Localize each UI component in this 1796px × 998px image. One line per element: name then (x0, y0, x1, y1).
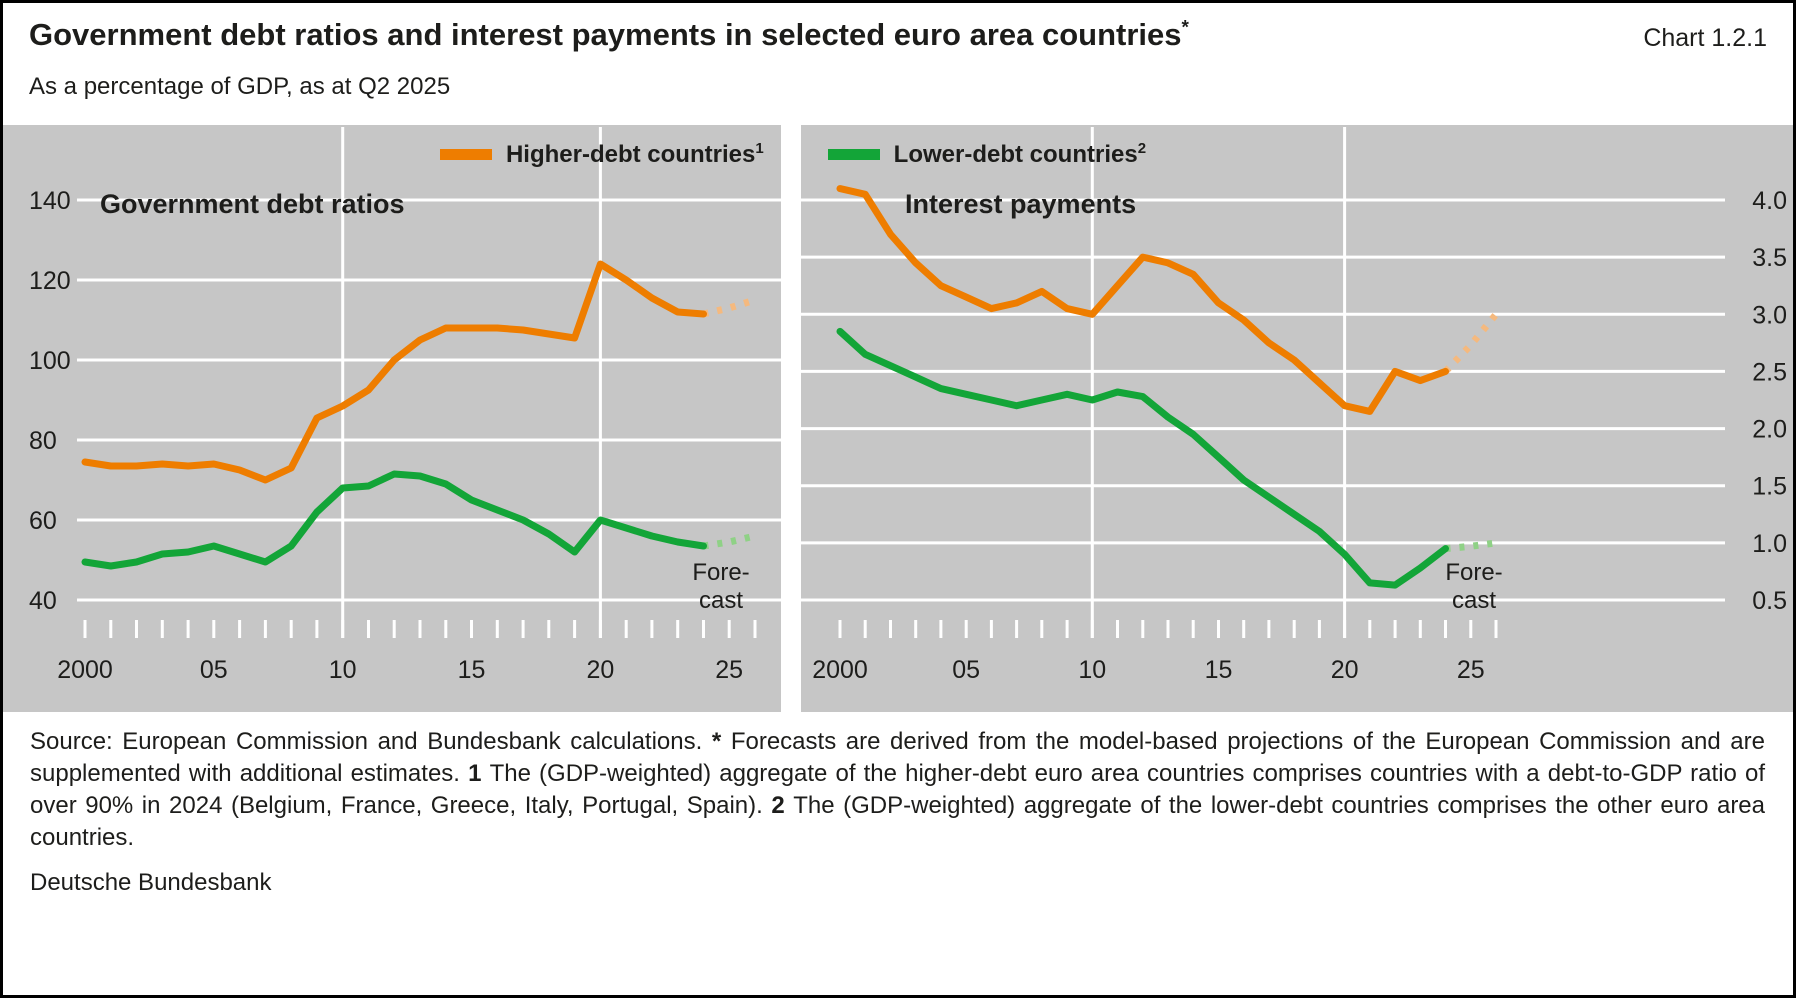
panel-title: Government debt ratios (100, 189, 405, 219)
svg-text:05: 05 (952, 656, 980, 684)
svg-text:120: 120 (29, 267, 71, 295)
footnote: Source: European Commission and Bundesba… (30, 728, 1766, 851)
forecast-label: Fore-cast (692, 559, 749, 614)
svg-text:20: 20 (1331, 656, 1359, 684)
svg-text:2.5: 2.5 (1752, 358, 1787, 386)
svg-text:100: 100 (29, 347, 71, 375)
svg-text:140: 140 (29, 187, 71, 215)
forecast-line (1442, 312, 1499, 374)
svg-text:80: 80 (29, 427, 57, 455)
panel-government-debt-ratios: 2000 05 10 15 20 25 40 60 80 100 120 140 Government … (3, 125, 781, 712)
forecast-label: Fore-cast (1445, 559, 1502, 614)
svg-text:0.5: 0.5 (1752, 587, 1787, 615)
forecast-line (702, 532, 756, 550)
svg-text:25: 25 (1457, 656, 1485, 684)
x-axis-ticks (838, 620, 1498, 638)
chart-reference: Chart 1.2.1 (1643, 24, 1767, 52)
panel-divider (781, 125, 801, 712)
x-axis-ticks (83, 620, 757, 638)
svg-text:Fore-: Fore- (1445, 559, 1502, 586)
svg-text:1.5: 1.5 (1752, 473, 1787, 501)
horizontal-gridlines (801, 198, 1725, 602)
horizontal-gridlines (77, 198, 781, 602)
svg-text:Fore-: Fore- (692, 559, 749, 586)
svg-text:2.0: 2.0 (1752, 416, 1787, 444)
series-line (836, 185, 1449, 415)
svg-text:3.5: 3.5 (1752, 244, 1787, 272)
x-axis-labels: 2000 05 10 15 20 25 (57, 656, 743, 684)
svg-text:05: 05 (200, 656, 228, 684)
header: Government debt ratios and interest paym… (3, 3, 1793, 125)
svg-text:10: 10 (329, 656, 357, 684)
series-line (81, 260, 707, 484)
footer: Source: European Commission and Bundesba… (3, 712, 1793, 995)
y-axis-labels: 40 60 80 100 120 140 (29, 187, 71, 615)
subtitle: As a percentage of GDP, as at Q2 2025 (29, 73, 451, 100)
y-axis-labels: 0.5 1.0 1.5 2.0 2.5 3.0 3.5 4.0 (1752, 187, 1787, 615)
series-line (81, 470, 707, 570)
panel-title: Interest payments (905, 189, 1136, 219)
svg-text:15: 15 (458, 656, 486, 684)
svg-text:2000: 2000 (57, 656, 113, 684)
chart-area: 2000 05 10 15 20 25 40 60 80 100 120 140 Government … (3, 125, 1793, 712)
svg-text:25: 25 (715, 656, 743, 684)
svg-text:cast: cast (1452, 587, 1496, 614)
title-footnote-asterisk: * (1181, 17, 1189, 39)
page-title: Government debt ratios and interest paym… (29, 17, 1189, 53)
series-lines (81, 260, 757, 570)
svg-text:2000: 2000 (812, 656, 868, 684)
svg-text:4.0: 4.0 (1752, 187, 1787, 215)
svg-text:60: 60 (29, 507, 57, 535)
forecast-line (1445, 539, 1497, 553)
vertical-gridlines (341, 127, 602, 638)
svg-text:cast: cast (699, 587, 743, 614)
x-axis-labels: 2000 05 10 15 20 25 (812, 656, 1485, 684)
svg-text:40: 40 (29, 587, 57, 615)
chart-svg: 2000 05 10 15 20 25 0.5 1.0 1.5 2.0 2.5 3.0 3.5 4.0 In… (801, 127, 1787, 684)
svg-text:10: 10 (1078, 656, 1106, 684)
page-title-text: Government debt ratios and interest paym… (29, 17, 1182, 52)
svg-text:3.0: 3.0 (1752, 301, 1787, 329)
chart-svg: 2000 05 10 15 20 25 40 60 80 100 120 140 Government … (29, 127, 781, 684)
forecast-line (702, 296, 757, 318)
svg-text:1.0: 1.0 (1752, 530, 1787, 558)
panel-interest-payments: 2000 05 10 15 20 25 0.5 1.0 1.5 2.0 2.5 3.0 3.5 4.0 In… (801, 125, 1793, 712)
publisher: Deutsche Bundesbank (30, 868, 272, 896)
series-lines (836, 185, 1499, 589)
svg-text:20: 20 (586, 656, 614, 684)
series-line (836, 327, 1449, 589)
title-row: Government debt ratios and interest paym… (29, 17, 1767, 53)
svg-text:15: 15 (1205, 656, 1233, 684)
